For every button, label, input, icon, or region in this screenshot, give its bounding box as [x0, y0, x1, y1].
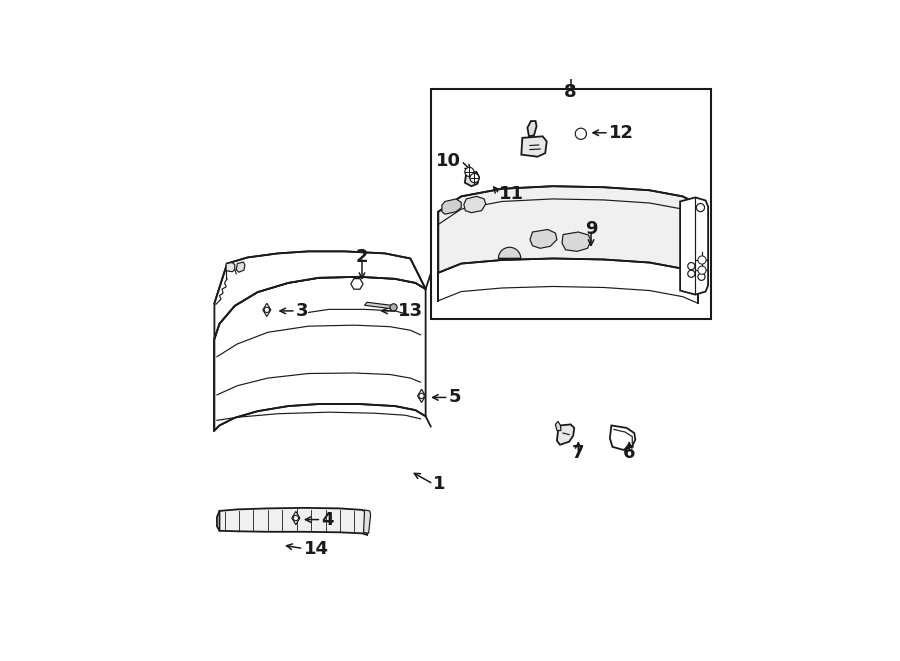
- Polygon shape: [351, 279, 363, 290]
- Text: 8: 8: [564, 83, 577, 101]
- Text: 4: 4: [321, 510, 334, 529]
- Text: 2: 2: [356, 249, 368, 266]
- Text: 9: 9: [585, 221, 598, 239]
- Polygon shape: [442, 199, 462, 214]
- Polygon shape: [364, 510, 371, 533]
- Circle shape: [293, 516, 299, 521]
- Polygon shape: [499, 247, 521, 258]
- Polygon shape: [364, 302, 395, 309]
- Circle shape: [418, 393, 424, 399]
- Polygon shape: [610, 426, 635, 450]
- Polygon shape: [226, 262, 235, 272]
- Circle shape: [688, 262, 695, 270]
- Text: 12: 12: [609, 124, 634, 141]
- Polygon shape: [464, 196, 486, 213]
- Text: 7: 7: [572, 444, 585, 463]
- Circle shape: [470, 173, 479, 182]
- Text: 3: 3: [296, 302, 309, 320]
- Text: 11: 11: [500, 185, 525, 203]
- Polygon shape: [527, 121, 536, 136]
- Circle shape: [265, 307, 269, 313]
- Polygon shape: [263, 303, 271, 317]
- Text: 13: 13: [398, 302, 423, 320]
- Circle shape: [390, 304, 397, 311]
- Bar: [431, 89, 711, 319]
- Circle shape: [575, 128, 587, 139]
- Polygon shape: [557, 424, 574, 445]
- Text: 5: 5: [448, 389, 461, 407]
- Polygon shape: [438, 186, 698, 275]
- Polygon shape: [521, 136, 547, 157]
- Polygon shape: [418, 389, 426, 403]
- Polygon shape: [214, 251, 426, 339]
- Polygon shape: [530, 229, 557, 249]
- Polygon shape: [562, 232, 591, 251]
- Polygon shape: [214, 277, 426, 430]
- Polygon shape: [680, 198, 708, 295]
- Polygon shape: [555, 421, 561, 430]
- Text: 14: 14: [303, 539, 328, 558]
- Circle shape: [697, 204, 705, 212]
- Text: 6: 6: [623, 444, 635, 463]
- Circle shape: [464, 167, 474, 176]
- Polygon shape: [464, 172, 479, 186]
- Polygon shape: [292, 512, 300, 525]
- Circle shape: [698, 273, 705, 280]
- Text: 1: 1: [433, 475, 446, 493]
- Circle shape: [698, 266, 706, 274]
- Circle shape: [698, 256, 706, 264]
- Text: 10: 10: [436, 152, 462, 170]
- Circle shape: [688, 270, 695, 278]
- Polygon shape: [220, 508, 367, 535]
- Polygon shape: [237, 262, 245, 272]
